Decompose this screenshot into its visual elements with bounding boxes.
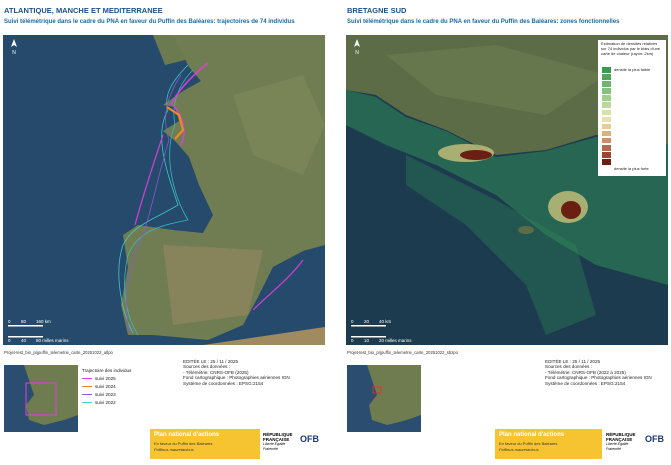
- edition-line: EDITÉE LE : 25 / 11 / 2025: [183, 359, 239, 364]
- legend-item: suivi 2023: [82, 392, 116, 400]
- legend-item: suivi 2022: [82, 400, 116, 408]
- heat-swatch: [602, 137, 611, 144]
- scale-label: 0: [351, 338, 354, 343]
- edition-line: Sources des données :: [183, 364, 230, 370]
- scale-label: 0: [351, 319, 354, 324]
- panel-subtitle: Suivi télémétrique dans le cadre du PNA …: [347, 19, 620, 25]
- scale-label: 160 km: [36, 319, 51, 324]
- pna-logo: Plan national d'actions En faveur du Puf…: [495, 429, 602, 459]
- legend-title: Trajectoire des individus: [82, 368, 132, 373]
- scale-label: 80: [21, 319, 27, 324]
- heat-swatch: [602, 145, 611, 151]
- rf-title: RÉPUBLIQUE FRANÇAISE: [263, 432, 293, 442]
- swatches: [602, 67, 611, 166]
- scale-label: 10: [364, 338, 370, 343]
- heat-swatch: [602, 109, 611, 116]
- pna-sub: En faveur du Puffin des Baléares: [499, 441, 558, 446]
- edition-line: EDITÉE LE : 25 / 11 / 2025: [545, 359, 601, 364]
- heat-swatch: [602, 152, 611, 158]
- scale-bar: 0 80 160 km 0 40 80 milles marins: [8, 319, 69, 343]
- heat-swatch: [602, 102, 611, 108]
- north-label: N: [355, 50, 359, 56]
- heat-high: densité la plus forte: [614, 166, 649, 171]
- legend-label: suivi 2025: [95, 376, 116, 381]
- edition-line: Système de coordonnées : EPSG:2154: [545, 380, 626, 386]
- scale-label: 0: [8, 338, 11, 343]
- panel-title: BRETAGNE SUD: [347, 6, 407, 15]
- heat-swatch: [602, 67, 611, 73]
- scale-label: 80 milles marins: [36, 338, 69, 343]
- heat-legend: Estimation de densités relatives sur 74 …: [598, 40, 666, 176]
- heat-swatch: [602, 88, 611, 94]
- legend-item: suivi 2024: [82, 384, 116, 392]
- north-label: N: [12, 50, 16, 56]
- map-bretagne: N 0 20 40 km 0 10 20 milles marins: [346, 35, 668, 345]
- panel-subtitle: Suivi télémétrique dans le cadre du PNA …: [4, 19, 295, 25]
- scale-label: 40 km: [379, 319, 392, 324]
- legend-label: suivi 2022: [95, 400, 116, 405]
- heat-swatch: [602, 74, 611, 80]
- legend-label: suivi 2023: [95, 392, 116, 397]
- inset-map: [4, 365, 78, 432]
- edition-line: Fond cartographique : Photographies aéri…: [183, 375, 290, 381]
- pna-title: Plan national d'actions: [154, 432, 220, 438]
- edition-line: Système de coordonnées : EPSG:2154: [183, 380, 264, 386]
- rf-motto: Liberté Égalité Fraternité: [263, 442, 286, 451]
- rf-title: RÉPUBLIQUE FRANÇAISE: [606, 432, 636, 442]
- ofb-logo: OFB: [645, 434, 664, 444]
- edition-block: EDITÉE LE : 25 / 11 / 2025 Sources des d…: [545, 359, 652, 386]
- pna-title: Plan national d'actions: [499, 432, 565, 438]
- heat-swatch: [602, 81, 611, 87]
- pna-sub: En faveur du Puffin des Baléares: [154, 441, 213, 446]
- scale-label: 40: [21, 338, 27, 343]
- heat-swatch: [602, 95, 611, 101]
- file-name: Projet-test_bio_prjpuffin_telemetrie_car…: [347, 350, 458, 355]
- ofb-logo: OFB: [300, 434, 319, 444]
- pna-species: Puffinus mauretanicus: [154, 447, 194, 452]
- scale-label: 20: [364, 319, 370, 324]
- heat-low: densité la plus faible: [614, 67, 651, 72]
- heat-swatch: [602, 159, 611, 165]
- heat-swatch: [602, 116, 611, 123]
- inset-map: [347, 365, 421, 432]
- rf-logo: RÉPUBLIQUE FRANÇAISE Liberté Égalité Frat…: [263, 432, 295, 452]
- scale-label: 0: [8, 319, 11, 324]
- panel-title: ATLANTIQUE, MANCHE ET MEDITERRANEE: [4, 6, 163, 15]
- rf-logo: RÉPUBLIQUE FRANÇAISE Liberté Égalité Frat…: [606, 432, 638, 452]
- edition-line: - Télémétrie: CNRS-OFB (2025): [183, 369, 249, 375]
- edition-line: - Télémétrie: CNRS-OFB (2022 à 2025): [545, 369, 626, 375]
- heat-legend-title: Estimation de densités relatives sur 74 …: [601, 41, 661, 56]
- heat-swatch: [602, 130, 611, 137]
- scale-label: 20 milles marins: [379, 338, 412, 343]
- edition-line: Fond cartographique : Photographies aéri…: [545, 375, 652, 381]
- file-name: Projet-test_bio_prjpuffin_telemetrie_car…: [4, 350, 113, 355]
- rf-motto: Liberté Égalité Fraternité: [606, 442, 629, 451]
- legend: suivi 2025 suivi 2024 suivi 2023 suivi 2…: [82, 376, 116, 408]
- pna-logo: Plan national d'actions En faveur du Puf…: [150, 429, 260, 459]
- legend-item: suivi 2025: [82, 376, 116, 384]
- heat-swatch: [602, 123, 611, 130]
- legend-label: suivi 2024: [95, 384, 116, 389]
- edition-line: Sources des données :: [545, 364, 592, 370]
- pna-species: Puffinus mauretanicus: [499, 447, 539, 452]
- scale-bar: 0 20 40 km 0 10 20 milles marins: [351, 319, 412, 343]
- edition-block: EDITÉE LE : 25 / 11 / 2025 Sources des d…: [183, 359, 290, 386]
- map-atlantic: N 0 80 160 km 0 40 80 milles marins: [3, 35, 325, 345]
